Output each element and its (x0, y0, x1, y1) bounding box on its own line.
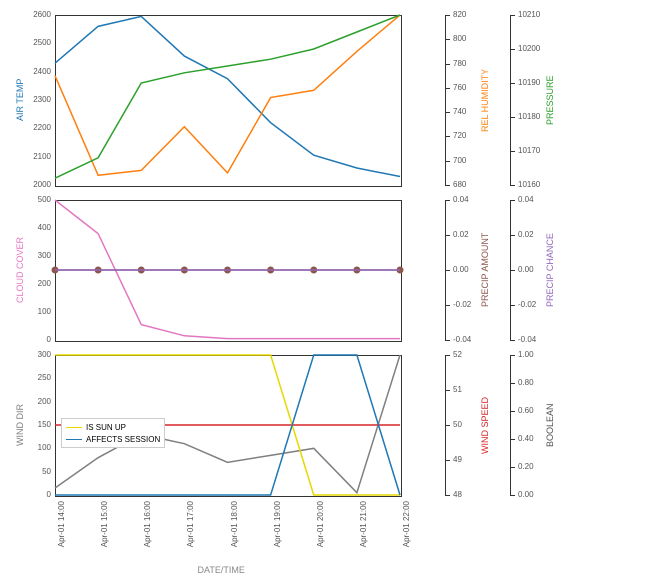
ylabel-right-1-1: PRECIP CHANCE (545, 200, 555, 340)
panel-1 (55, 200, 402, 342)
ylabel-left-2: WIND DIR (15, 355, 25, 495)
ylabel-right-0-0: REL HUMIDITY (480, 15, 490, 185)
ylabel-right-0-1: PRESSURE (545, 15, 555, 185)
xlabel: DATE/TIME (198, 565, 245, 575)
panel-0 (55, 15, 402, 187)
weather-figure: 2000210022002300240025002600AIR TEMP6807… (10, 10, 638, 566)
ylabel-right-2-0: WIND SPEED (480, 355, 490, 495)
legend-2: IS SUN UPAFFECTS SESSION (61, 418, 165, 448)
ylabel-right-1-0: PRECIP AMOUNT (480, 200, 490, 340)
ylabel-left-1: CLOUD COVER (15, 200, 25, 340)
ylabel-left-0: AIR TEMP (15, 15, 25, 185)
ylabel-right-2-1: BOOLEAN (545, 355, 555, 495)
